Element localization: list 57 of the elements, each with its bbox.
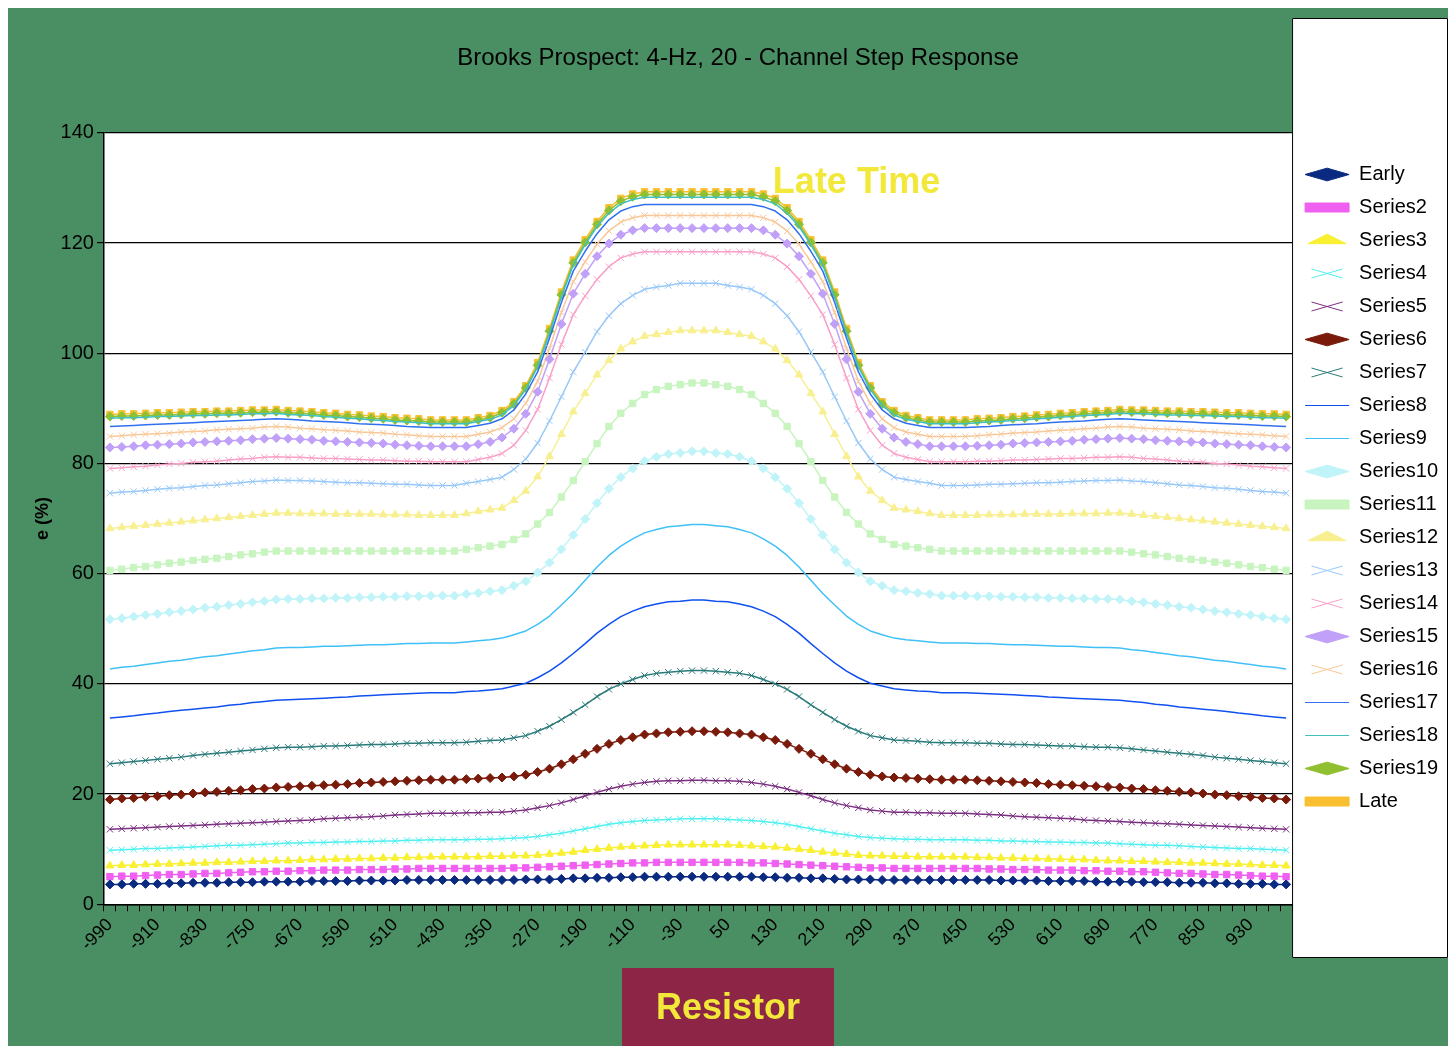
y-tick-label: 80 xyxy=(71,450,94,473)
x-tick-label: 770 xyxy=(1126,914,1162,950)
y-tick-label: 100 xyxy=(60,340,94,363)
x-tick-label: -910 xyxy=(124,914,164,954)
x-tick-label: -510 xyxy=(361,914,402,954)
legend-label: Series13 xyxy=(1359,558,1438,581)
chart-title: Brooks Prospect: 4-Hz, 20 - Channel Step Response xyxy=(457,43,1019,71)
legend-label: Series16 xyxy=(1359,657,1438,680)
annotation: Late Time xyxy=(772,159,941,201)
legend-label: Series11 xyxy=(1359,492,1437,515)
y-tick-label: 20 xyxy=(71,781,94,804)
y-tick-label: 40 xyxy=(71,671,94,694)
y-axis-title: e (%) xyxy=(31,497,52,541)
legend-label: Series7 xyxy=(1359,360,1427,383)
x-tick-label: 530 xyxy=(983,914,1020,950)
x-tick-label: -670 xyxy=(266,914,307,954)
legend-label: Series18 xyxy=(1359,723,1438,746)
legend-label: Series2 xyxy=(1359,195,1427,218)
legend-label: Series10 xyxy=(1359,459,1438,482)
legend-label: Series12 xyxy=(1359,525,1438,548)
legend-label: Series4 xyxy=(1359,261,1427,284)
legend-label: Late xyxy=(1359,789,1398,812)
legend-label: Series9 xyxy=(1359,426,1427,449)
y-tick-label: 60 xyxy=(71,561,94,584)
x-tick-label: 690 xyxy=(1078,914,1115,950)
x-tick-label: 610 xyxy=(1031,914,1067,950)
x-tick-label: 130 xyxy=(746,914,782,950)
x-tick-label: -430 xyxy=(409,914,449,954)
y-tick-label: 140 xyxy=(60,120,94,143)
y-tick-label: 120 xyxy=(60,230,94,253)
x-tick-label: -350 xyxy=(456,914,497,954)
y-tick-label: 0 xyxy=(82,891,94,914)
legend-label: Series19 xyxy=(1359,756,1438,779)
legend-label: Series8 xyxy=(1359,393,1427,416)
x-tick-label: 450 xyxy=(936,914,972,950)
x-tick-label: -30 xyxy=(654,914,687,947)
x-tick-label: 370 xyxy=(888,914,925,950)
x-tick-label: 930 xyxy=(1221,914,1257,950)
x-tick-label: -830 xyxy=(171,914,212,954)
x-tick-label: 210 xyxy=(793,914,830,950)
x-tick-label: 50 xyxy=(705,914,735,943)
x-tick-label: 850 xyxy=(1173,914,1210,950)
x-tick-label: -270 xyxy=(504,914,544,954)
legend-label: Series17 xyxy=(1359,690,1438,713)
legend-label: Series3 xyxy=(1359,228,1427,251)
x-tick-label: -750 xyxy=(219,914,259,954)
legend-label: Series15 xyxy=(1359,624,1438,647)
x-tick-label: -990 xyxy=(76,914,117,954)
x-tick-label: -590 xyxy=(314,914,354,954)
x-tick-label: -110 xyxy=(600,914,640,953)
x-tick-label: -190 xyxy=(551,914,592,954)
x-tick-label: 290 xyxy=(841,914,877,950)
legend-label: Series14 xyxy=(1359,591,1438,614)
legend-label: Early xyxy=(1359,162,1405,185)
label-box: Resistor xyxy=(621,968,835,1046)
legend-label: Series6 xyxy=(1359,327,1427,350)
legend-label: Series5 xyxy=(1359,294,1427,317)
